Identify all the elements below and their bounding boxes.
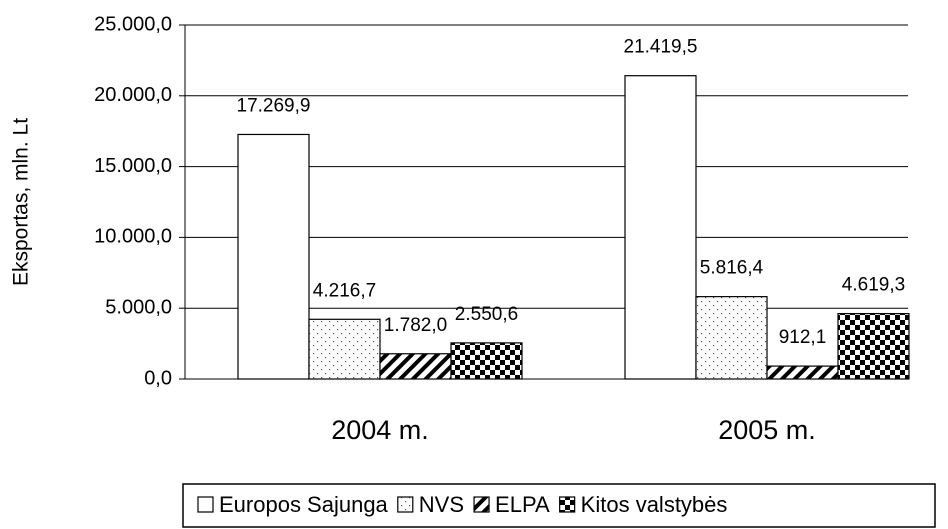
x-tick-label: 2005 m. [718,415,816,445]
bar [837,312,910,380]
bar [624,75,697,380]
legend-label: ELPA [495,492,550,517]
legend-swatch [397,496,414,513]
y-tick-label: 10.000,0 [94,226,172,248]
legend-swatch [473,496,490,513]
bar [379,353,452,380]
legend-box [182,483,936,528]
data-label: 4.619,3 [842,275,905,296]
bar [237,133,310,380]
data-label: 17.269,9 [237,95,311,116]
y-axis-label: Eksportas, mln. Lt [10,118,33,286]
bar [308,318,381,380]
bar [766,365,839,380]
data-label: 1.782,0 [384,315,447,336]
legend-swatch [197,496,214,513]
x-tick-label: 2004 m. [331,415,429,445]
data-label: 2.550,6 [455,304,518,325]
y-tick-label: 25.000,0 [94,13,172,35]
y-tick-label: 5.000,0 [105,296,172,318]
data-label: 4.216,7 [313,280,376,301]
data-label: 21.419,5 [624,37,698,58]
legend-swatch [559,496,576,513]
legend-label: Kitos valstybės [581,492,728,517]
y-tick-label: 0,0 [144,367,172,389]
data-label: 5.816,4 [700,258,764,279]
data-label: 912,1 [779,327,827,348]
y-tick-label: 15.000,0 [94,155,172,177]
bar [450,342,523,380]
legend-label: Europos Sajunga [219,492,389,517]
bar [695,296,768,380]
y-tick-label: 20.000,0 [94,84,172,106]
legend-label: NVS [419,492,464,517]
